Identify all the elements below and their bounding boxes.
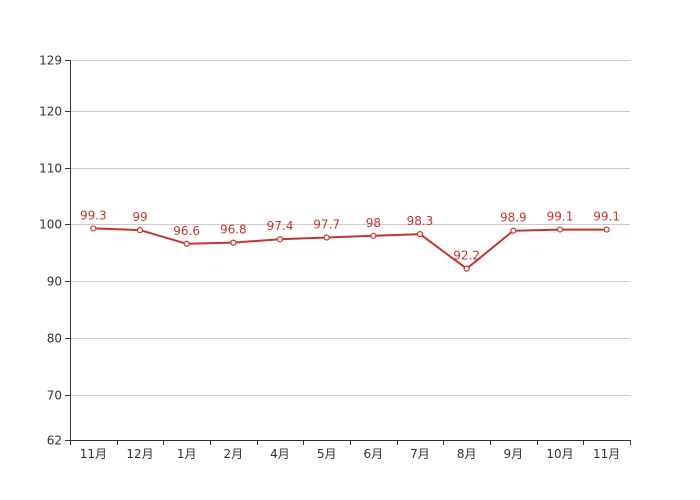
x-tick-label: 12月 xyxy=(126,447,153,461)
series xyxy=(90,225,610,272)
data-point[interactable] xyxy=(416,231,424,238)
y-tick-label: 110 xyxy=(39,162,62,176)
x-tick-label: 5月 xyxy=(317,447,337,461)
data-label: 99.3 xyxy=(80,208,107,222)
series-line xyxy=(93,227,607,270)
y-tick-label: 62 xyxy=(47,434,62,448)
data-label: 92.2 xyxy=(453,249,480,263)
x-tick-labels: 11月 12月 1月 2月 4月 5月 6月 7月 8月 9月 10月 11月 xyxy=(80,447,621,461)
data-point[interactable] xyxy=(510,227,517,234)
x-tick-label: 6月 xyxy=(364,447,384,461)
data-point[interactable] xyxy=(276,236,284,243)
y-tick-label: 120 xyxy=(39,105,62,119)
data-point[interactable] xyxy=(230,239,237,246)
data-label: 97.4 xyxy=(267,219,294,233)
grid-lines xyxy=(70,60,630,396)
x-tick-label: 2月 xyxy=(224,447,244,461)
data-label: 99.1 xyxy=(593,210,620,224)
y-tick-labels: 62 70 80 90 100 110 120 129 xyxy=(39,54,62,448)
x-tick-label: 1月 xyxy=(177,447,197,461)
y-tick-label: 70 xyxy=(47,389,62,403)
data-point[interactable] xyxy=(323,234,330,241)
x-tick-label: 11月 xyxy=(593,447,620,461)
data-label: 96.6 xyxy=(173,224,200,238)
data-labels: 99.3 99 96.6 96.8 97.4 97.7 98 98.3 92.2 98.9 99.1… xyxy=(80,208,620,262)
data-label: 99.1 xyxy=(547,210,574,224)
data-point[interactable] xyxy=(370,232,377,239)
x-tick-label: 8月 xyxy=(457,447,477,461)
data-point[interactable] xyxy=(463,265,470,272)
data-point[interactable] xyxy=(556,226,564,233)
data-label: 97.7 xyxy=(313,218,340,232)
y-tick-label: 100 xyxy=(39,218,62,232)
data-label: 98 xyxy=(366,216,381,230)
data-label: 96.8 xyxy=(220,223,247,237)
x-tick-label: 4月 xyxy=(270,447,290,461)
y-tick-label: 80 xyxy=(47,332,62,346)
x-tick-label: 7月 xyxy=(410,447,430,461)
data-label: 98.9 xyxy=(500,211,527,225)
data-point[interactable] xyxy=(603,226,610,233)
data-point[interactable] xyxy=(136,227,144,234)
x-tick-label: 11月 xyxy=(80,447,107,461)
y-tick-label: 90 xyxy=(47,275,62,289)
data-point[interactable] xyxy=(90,225,97,232)
data-point[interactable] xyxy=(183,240,190,247)
data-label: 99 xyxy=(132,210,147,224)
x-tick-label: 9月 xyxy=(504,447,524,461)
data-label: 98.3 xyxy=(407,214,434,228)
axes xyxy=(65,60,631,445)
x-tick-label: 10月 xyxy=(546,447,573,461)
y-tick-label: 129 xyxy=(39,54,62,68)
